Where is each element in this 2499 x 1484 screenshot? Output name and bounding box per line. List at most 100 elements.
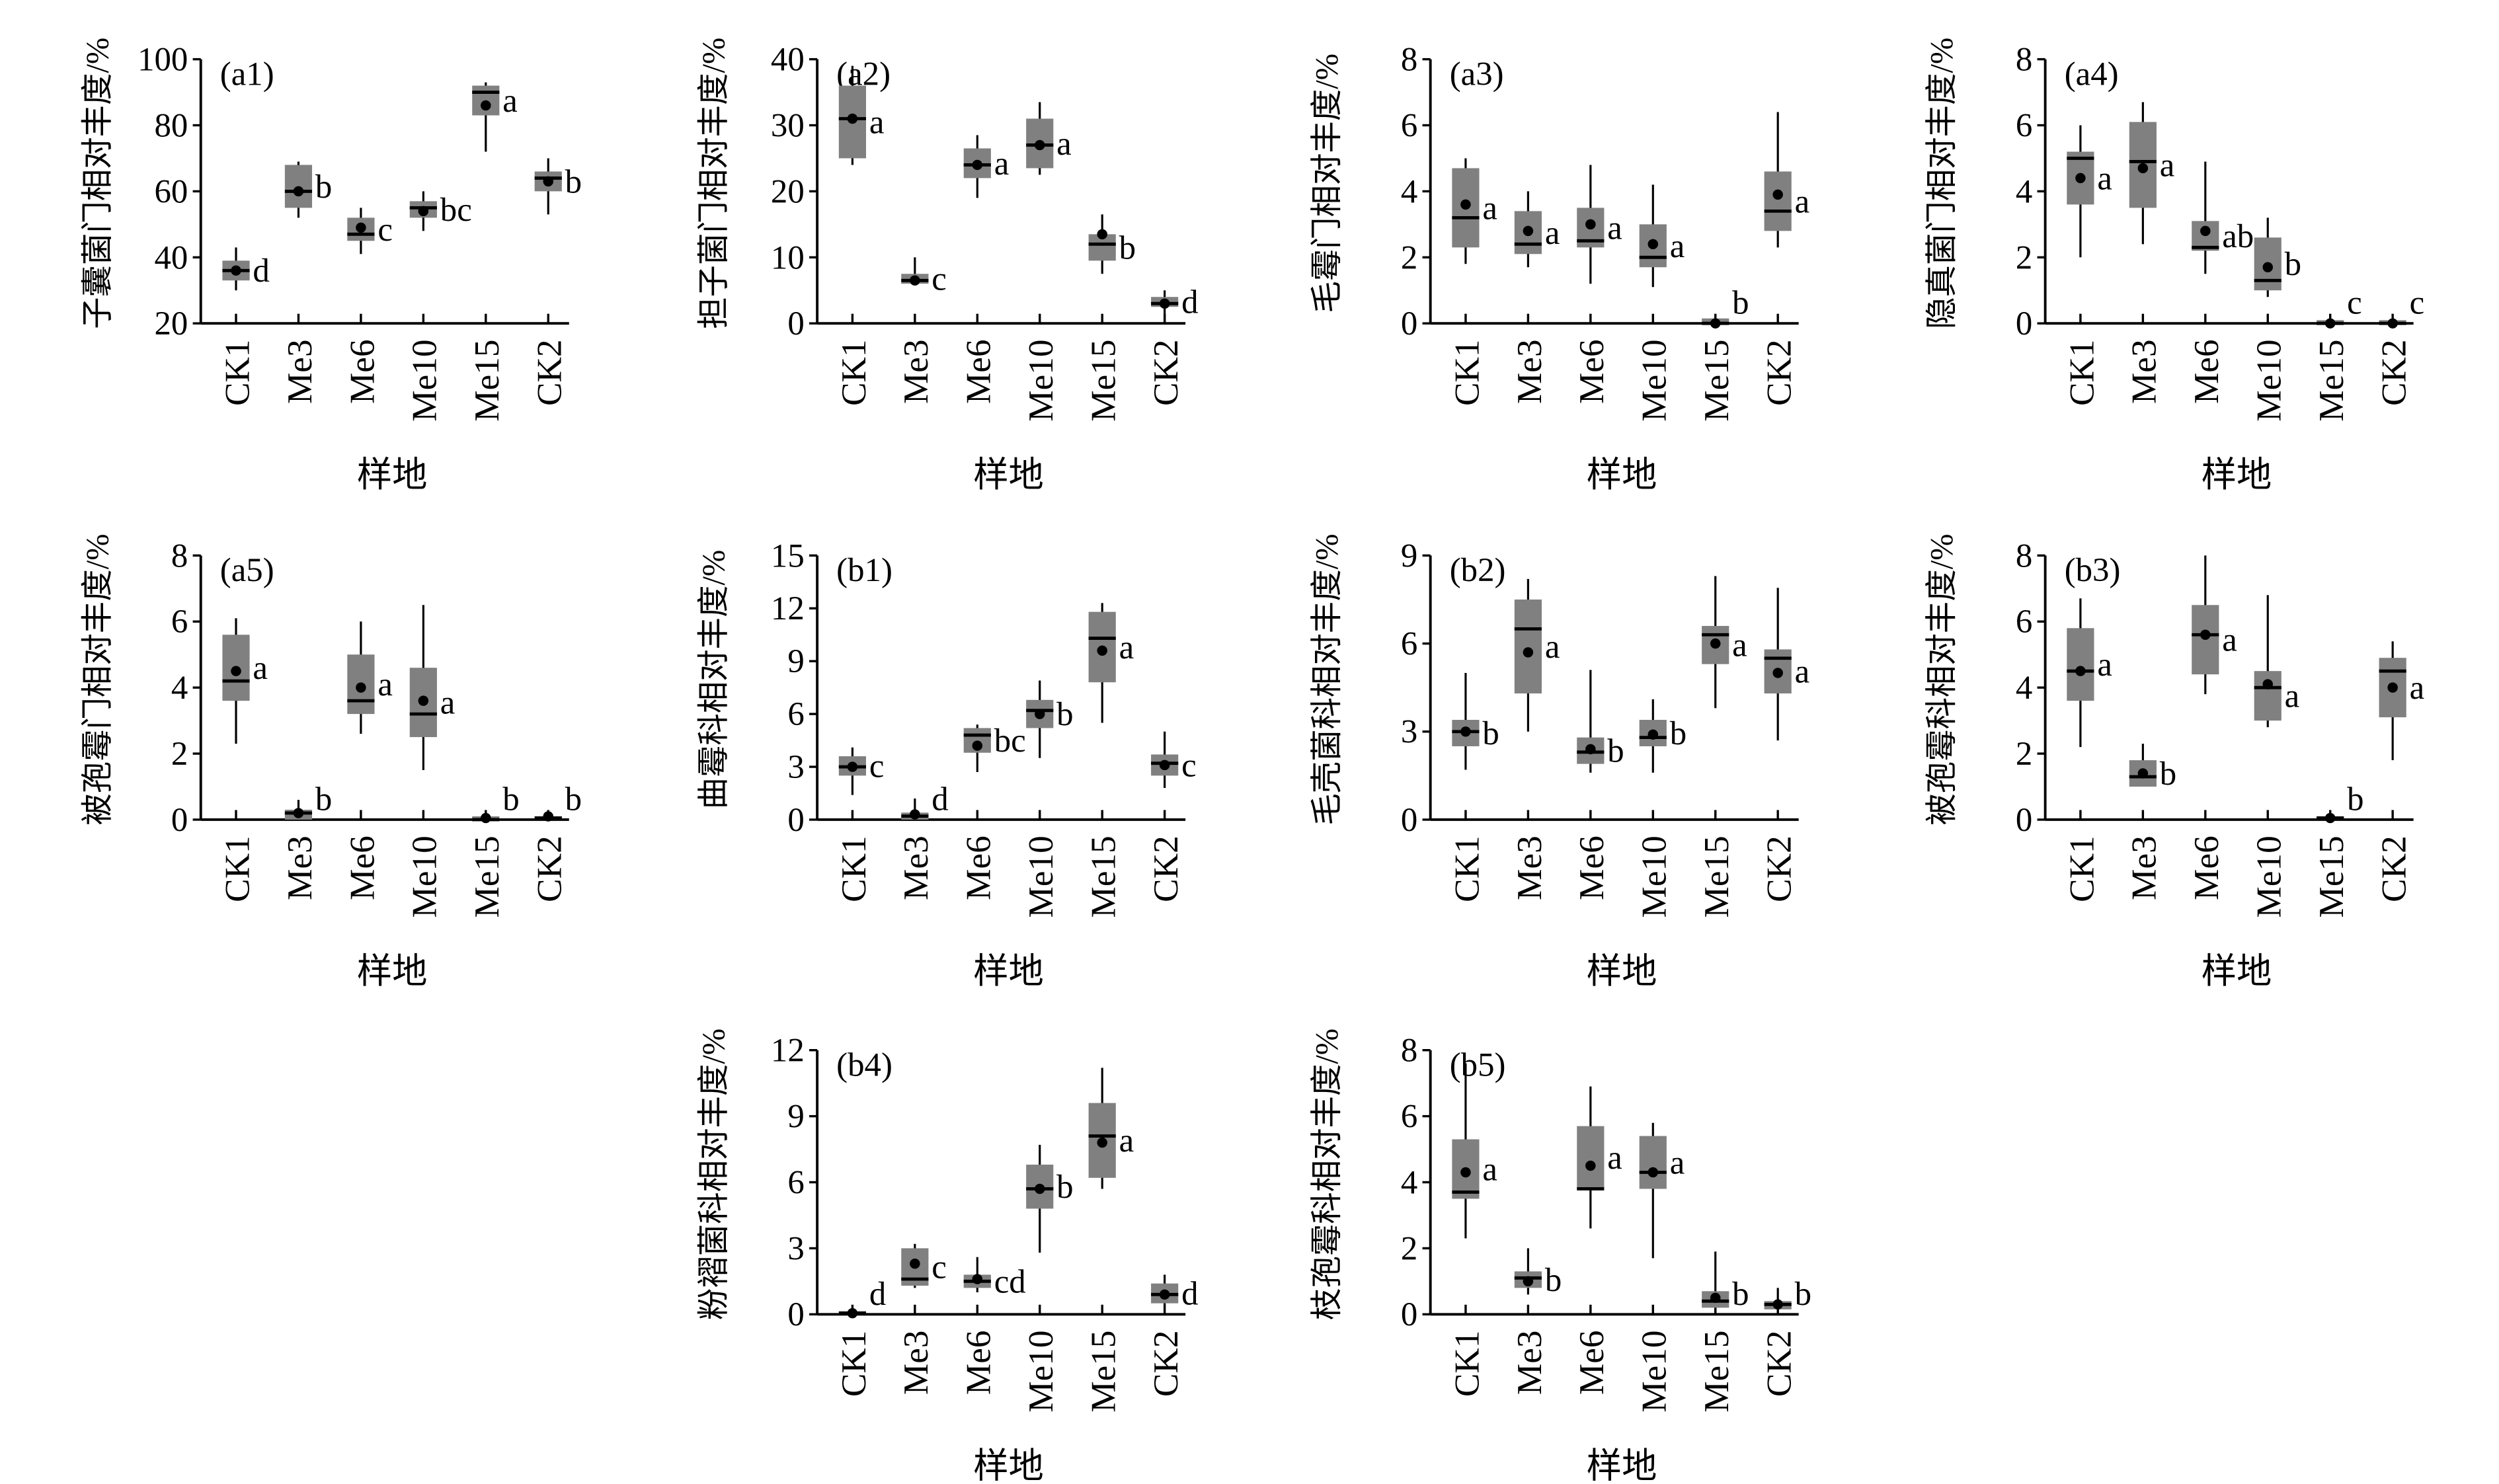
mean-point xyxy=(1647,729,1659,740)
y-tick-label: 3 xyxy=(787,748,804,785)
chart-panel-a3: 0 2 4 6 8 毛霉门相对丰度/% (a3) CK1 a Me3 a Me6 a Me10 a Me15 b… xyxy=(1310,41,1809,495)
box-Me6: a xyxy=(2192,555,2237,695)
significance-letter: a xyxy=(1482,189,1497,226)
x-tick-label: Me6 xyxy=(959,836,998,900)
significance-letter: b xyxy=(565,780,582,817)
x-tick-label: Me10 xyxy=(1635,1331,1674,1413)
box-Me15: a xyxy=(1088,603,1134,723)
y-tick-label: 0 xyxy=(1401,1296,1417,1333)
significance-letter: a xyxy=(1119,1122,1134,1159)
y-tick-label: 60 xyxy=(155,173,188,210)
mean-point xyxy=(1647,1167,1659,1178)
x-tick-label: CK2 xyxy=(1760,1331,1799,1397)
significance-letter: b xyxy=(1607,732,1624,769)
significance-letter: b xyxy=(315,168,332,205)
y-tick-label: 8 xyxy=(2016,537,2032,574)
x-tick-label: Me3 xyxy=(896,836,935,900)
significance-letter: c xyxy=(1181,746,1197,783)
y-tick-label: 4 xyxy=(171,669,188,706)
y-tick-label: 40 xyxy=(155,239,188,276)
y-tick-label: 6 xyxy=(171,603,188,640)
mean-point xyxy=(1097,229,1107,240)
x-tick-label: CK2 xyxy=(2375,339,2414,406)
mean-point xyxy=(543,811,554,822)
x-tick-label: Me15 xyxy=(1084,836,1123,918)
box-CK1: a xyxy=(2067,125,2112,258)
x-tick-label: Me10 xyxy=(2250,836,2289,918)
box-CK1: a xyxy=(1452,158,1497,264)
y-tick-label: 0 xyxy=(787,801,804,838)
x-tick-label: CK1 xyxy=(834,836,873,902)
mean-point xyxy=(847,113,858,124)
box-Me15: c xyxy=(2317,284,2362,329)
x-tick-label: Me10 xyxy=(1021,836,1060,918)
chart-panel-b2: 0 3 6 9 毛壳菌科相对丰度/% (b2) CK1 b Me3 a Me6 b Me10 b Me15 a… xyxy=(1310,533,1809,991)
significance-letter: c xyxy=(377,211,393,248)
x-tick-label: CK2 xyxy=(1146,1331,1185,1397)
y-tick-label: 9 xyxy=(787,643,804,680)
y-tick-label: 20 xyxy=(771,173,805,210)
x-tick-label: CK1 xyxy=(1447,836,1486,902)
box-CK2: d xyxy=(1151,284,1198,324)
x-tick-label: Me6 xyxy=(1572,1331,1611,1395)
chart-panel-a4: 0 2 4 6 8 隐真菌门相对丰度/% (a4) CK1 a Me3 a Me6 ab Me10 b Me1… xyxy=(1924,38,2424,495)
box-CK2: b xyxy=(1764,1275,1811,1315)
significance-letter: a xyxy=(869,103,885,140)
x-tick-label: Me3 xyxy=(1510,836,1549,900)
significance-letter: b xyxy=(1795,1275,1811,1312)
y-tick-label: 0 xyxy=(1401,801,1417,838)
y-axis-label: 粉褶菌科相对丰度/% xyxy=(697,1029,732,1320)
y-tick-label: 9 xyxy=(1401,537,1417,574)
x-tick-label: Me6 xyxy=(342,836,381,900)
x-tick-label: Me10 xyxy=(1021,1331,1060,1413)
mean-point xyxy=(1460,1167,1471,1178)
box-Me6: bc xyxy=(963,722,1026,773)
x-tick-label: CK2 xyxy=(1146,339,1185,406)
x-tick-label: CK1 xyxy=(2062,836,2101,902)
mean-point xyxy=(1523,1276,1534,1287)
significance-letter: d xyxy=(869,1275,886,1312)
mean-point xyxy=(2200,225,2211,237)
significance-letter: a xyxy=(1607,1139,1622,1176)
y-tick-label: 6 xyxy=(1401,625,1417,662)
box-Me15: b xyxy=(2317,780,2364,824)
box-Me6: a xyxy=(347,621,393,734)
mean-point xyxy=(847,1308,858,1319)
mean-point xyxy=(2387,318,2398,329)
significance-letter: b xyxy=(1732,284,1749,321)
x-tick-label: Me6 xyxy=(2187,836,2226,900)
y-axis-label: 被孢霉科相对丰度/% xyxy=(1924,533,1960,825)
x-tick-label: Me3 xyxy=(896,1331,935,1395)
significance-letter: b xyxy=(1545,1261,1562,1298)
x-tick-label: Me10 xyxy=(2250,339,2289,421)
panel-label: (b2) xyxy=(1450,551,1506,588)
x-axis-label: 样地 xyxy=(1587,455,1657,494)
box-Me10: a xyxy=(409,605,455,771)
x-tick-label: Me3 xyxy=(1510,339,1549,404)
box-Me3: a xyxy=(2129,102,2174,245)
box-Me6: c xyxy=(347,208,393,254)
x-axis-label: 样地 xyxy=(1587,1446,1657,1484)
significance-letter: c xyxy=(932,260,947,297)
significance-letter: b xyxy=(1732,1275,1749,1312)
panel-label: (a1) xyxy=(220,55,274,92)
mean-point xyxy=(481,100,491,111)
mean-point xyxy=(356,682,366,693)
box-Me3: b xyxy=(284,780,332,820)
y-tick-label: 0 xyxy=(2016,801,2032,838)
significance-letter: b xyxy=(1119,229,1136,266)
y-tick-label: 6 xyxy=(787,1163,804,1200)
mean-point xyxy=(1097,645,1107,656)
y-tick-label: 8 xyxy=(171,537,188,574)
mean-point xyxy=(543,176,554,187)
significance-letter: b xyxy=(315,780,332,817)
box-Me15: b xyxy=(1702,284,1749,329)
y-tick-label: 8 xyxy=(1401,41,1417,78)
x-tick-label: Me6 xyxy=(2187,339,2226,404)
mean-point xyxy=(1097,1137,1107,1148)
y-axis-label: 枝孢霉科相对丰度/% xyxy=(1310,1029,1345,1320)
y-tick-label: 4 xyxy=(1401,173,1417,210)
y-tick-label: 3 xyxy=(787,1230,804,1267)
significance-letter: a xyxy=(502,82,518,119)
